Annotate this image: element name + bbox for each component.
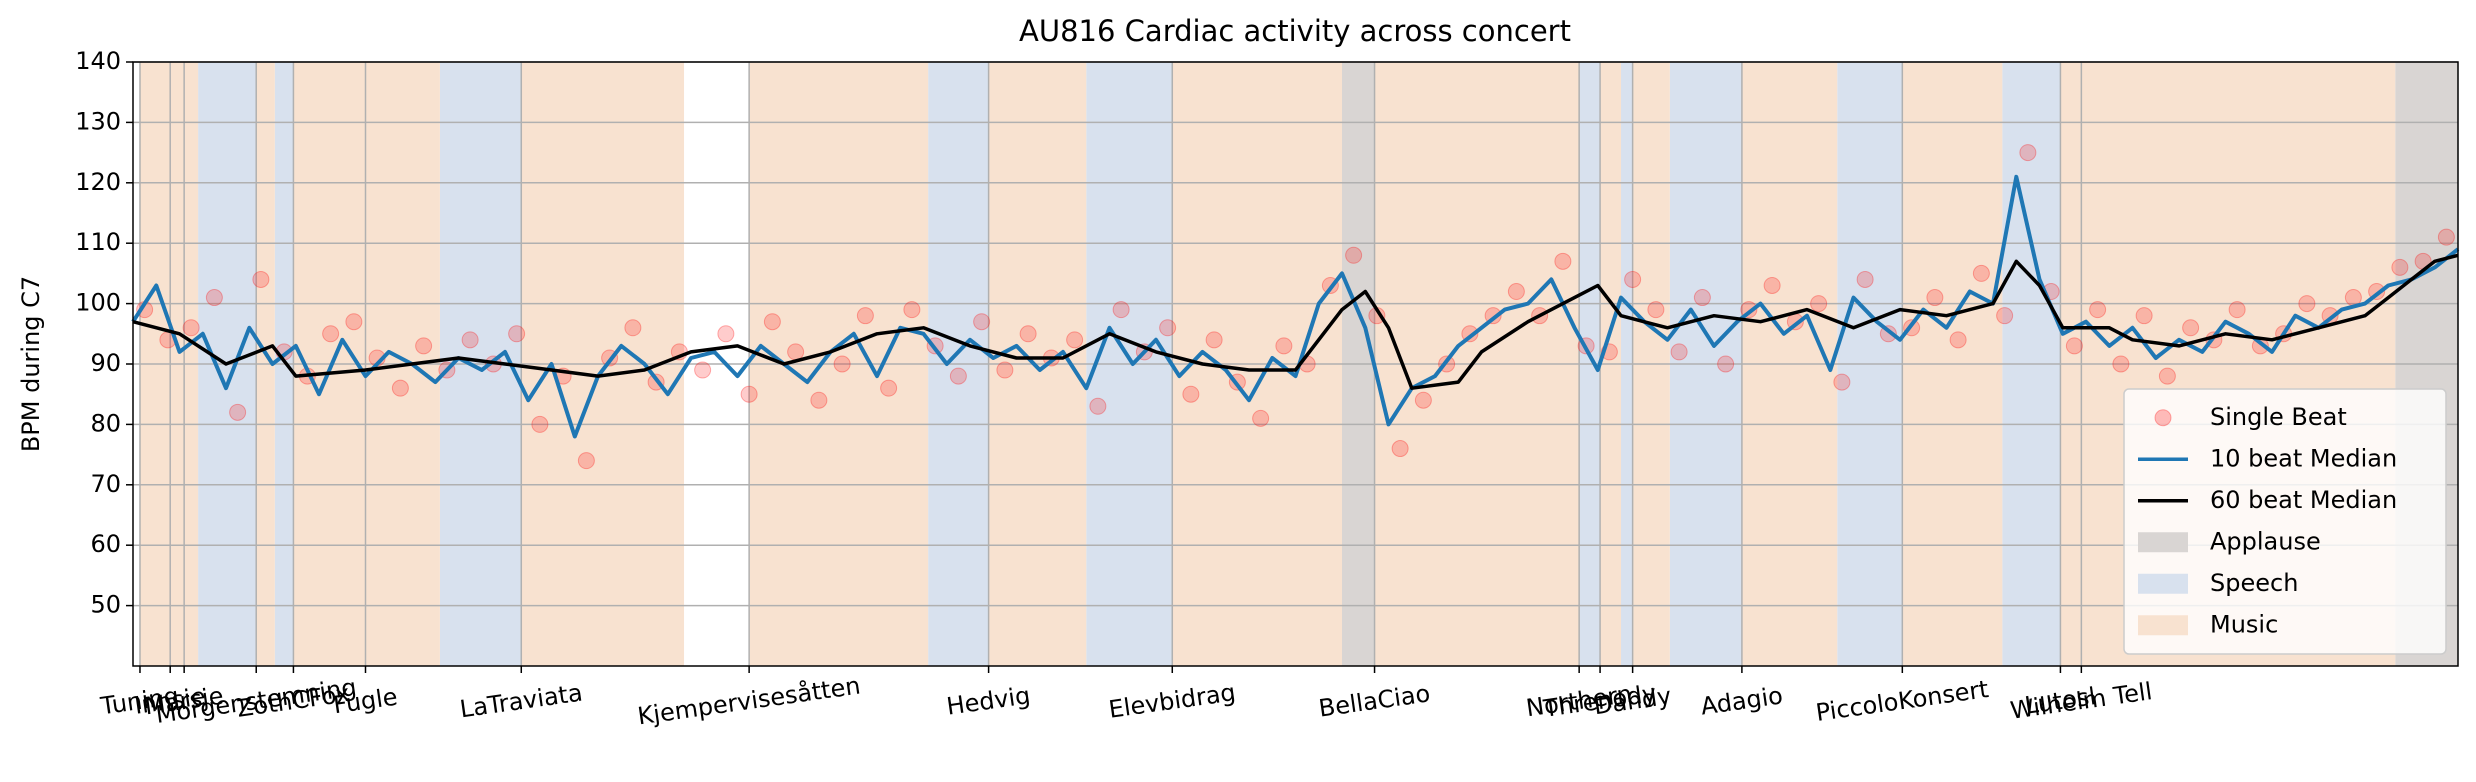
- x-tick-label: BellaCiao: [1317, 679, 1432, 722]
- single-beat: [508, 325, 526, 343]
- single-beat: [1554, 252, 1572, 270]
- y-tick-label: 100: [75, 289, 121, 317]
- y-tick-label: 90: [90, 349, 121, 377]
- single-beat: [229, 403, 247, 421]
- y-tick-label: 140: [75, 47, 121, 75]
- single-beat: [1833, 373, 1851, 391]
- legend: Single Beat 10 beat Median 60 beat Median A…: [2123, 388, 2447, 655]
- single-beat: [1926, 289, 1944, 307]
- x-tick-label: LaTraviata: [458, 679, 584, 724]
- legend-label: 60 beat Median: [2210, 486, 2397, 514]
- single-beat: [205, 289, 223, 307]
- x-tick-label: Kjempervisesåtten: [636, 671, 862, 731]
- single-beat: [415, 337, 433, 355]
- single-beat: [345, 313, 363, 331]
- single-beat: [1972, 264, 1990, 282]
- single-beat: [461, 331, 479, 349]
- x-tick-label: Adagio: [1699, 681, 1785, 720]
- single-beat: [1624, 270, 1642, 288]
- x-tick-label: PiccoloKonsert: [1814, 675, 1990, 727]
- single-beat: [1066, 331, 1084, 349]
- single-beat: [1252, 409, 1270, 427]
- single-beat: [322, 325, 340, 343]
- single-beat: [577, 452, 595, 470]
- single-beat: [1205, 331, 1223, 349]
- single-beat: [1089, 397, 1107, 415]
- single-beat: [1345, 246, 1363, 264]
- median-line: [131, 174, 2460, 439]
- legend-patch: [2138, 532, 2188, 553]
- single-beat: [2065, 337, 2083, 355]
- single-beat: [903, 301, 921, 319]
- single-beat: [1810, 295, 1828, 313]
- single-beat: [391, 379, 409, 397]
- single-beat: [2228, 301, 2246, 319]
- single-beat: [1507, 283, 1525, 301]
- single-beat: [880, 379, 898, 397]
- x-tick-label: Hedvig: [945, 681, 1032, 720]
- single-beat: [2298, 295, 2316, 313]
- single-beat: [996, 361, 1014, 379]
- single-beat: [1159, 319, 1177, 337]
- single-beat: [252, 270, 270, 288]
- single-beat: [694, 361, 712, 379]
- single-beat: [2182, 319, 2200, 337]
- single-beat: [973, 313, 991, 331]
- single-beat: [1019, 325, 1037, 343]
- single-beat: [1647, 301, 1665, 319]
- single-beat: [1763, 276, 1781, 294]
- legend-label: Speech: [2210, 569, 2298, 597]
- x-tick-label: Elevbidrag: [1107, 678, 1237, 724]
- single-beat: [2437, 228, 2455, 246]
- single-beat: [763, 313, 781, 331]
- single-beat: [1693, 289, 1711, 307]
- legend-patch: [2138, 573, 2188, 594]
- single-beat: [624, 319, 642, 337]
- single-beat: [1112, 301, 1130, 319]
- single-beat: [2019, 144, 2037, 162]
- single-beat: [1275, 337, 1293, 355]
- median-line: [132, 253, 2459, 390]
- single-beat: [833, 355, 851, 373]
- legend-marker: [2154, 409, 2172, 427]
- y-tick-label: 50: [90, 591, 121, 619]
- single-beat: [1717, 355, 1735, 373]
- plot-frame: [132, 61, 2459, 667]
- legend-label: 10 beat Median: [2210, 444, 2397, 472]
- legend-label: Single Beat: [2210, 403, 2347, 431]
- single-beat: [717, 325, 735, 343]
- single-beat: [949, 367, 967, 385]
- single-beat: [1182, 385, 1200, 403]
- single-beat: [1996, 307, 2014, 325]
- single-beat: [740, 385, 758, 403]
- single-beat: [2158, 367, 2176, 385]
- y-axis-label: BPM during C7: [17, 276, 45, 452]
- single-beat: [1391, 440, 1409, 458]
- single-beat: [1414, 391, 1432, 409]
- y-tick-label: 80: [90, 409, 121, 437]
- chart-title: AU816 Cardiac activity across concert: [1019, 14, 1571, 48]
- single-beat: [2135, 307, 2153, 325]
- y-tick-label: 60: [90, 530, 121, 558]
- single-beat: [1856, 270, 1874, 288]
- legend-box: [2123, 388, 2447, 655]
- single-beat: [1670, 343, 1688, 361]
- single-beat: [531, 415, 549, 433]
- y-tick-label: 110: [75, 228, 121, 256]
- y-tick-label: 120: [75, 168, 121, 196]
- single-beat: [787, 343, 805, 361]
- single-beat: [1949, 331, 1967, 349]
- single-beat: [2391, 258, 2409, 276]
- single-beat: [2089, 301, 2107, 319]
- legend-label: Applause: [2210, 527, 2321, 555]
- legend-label: Music: [2210, 610, 2278, 638]
- legend-patch: [2138, 615, 2188, 636]
- single-beat: [182, 319, 200, 337]
- single-beat: [2112, 355, 2130, 373]
- single-beat: [856, 307, 874, 325]
- y-tick-label: 130: [75, 107, 121, 135]
- single-beat: [810, 391, 828, 409]
- y-tick-label: 70: [90, 470, 121, 498]
